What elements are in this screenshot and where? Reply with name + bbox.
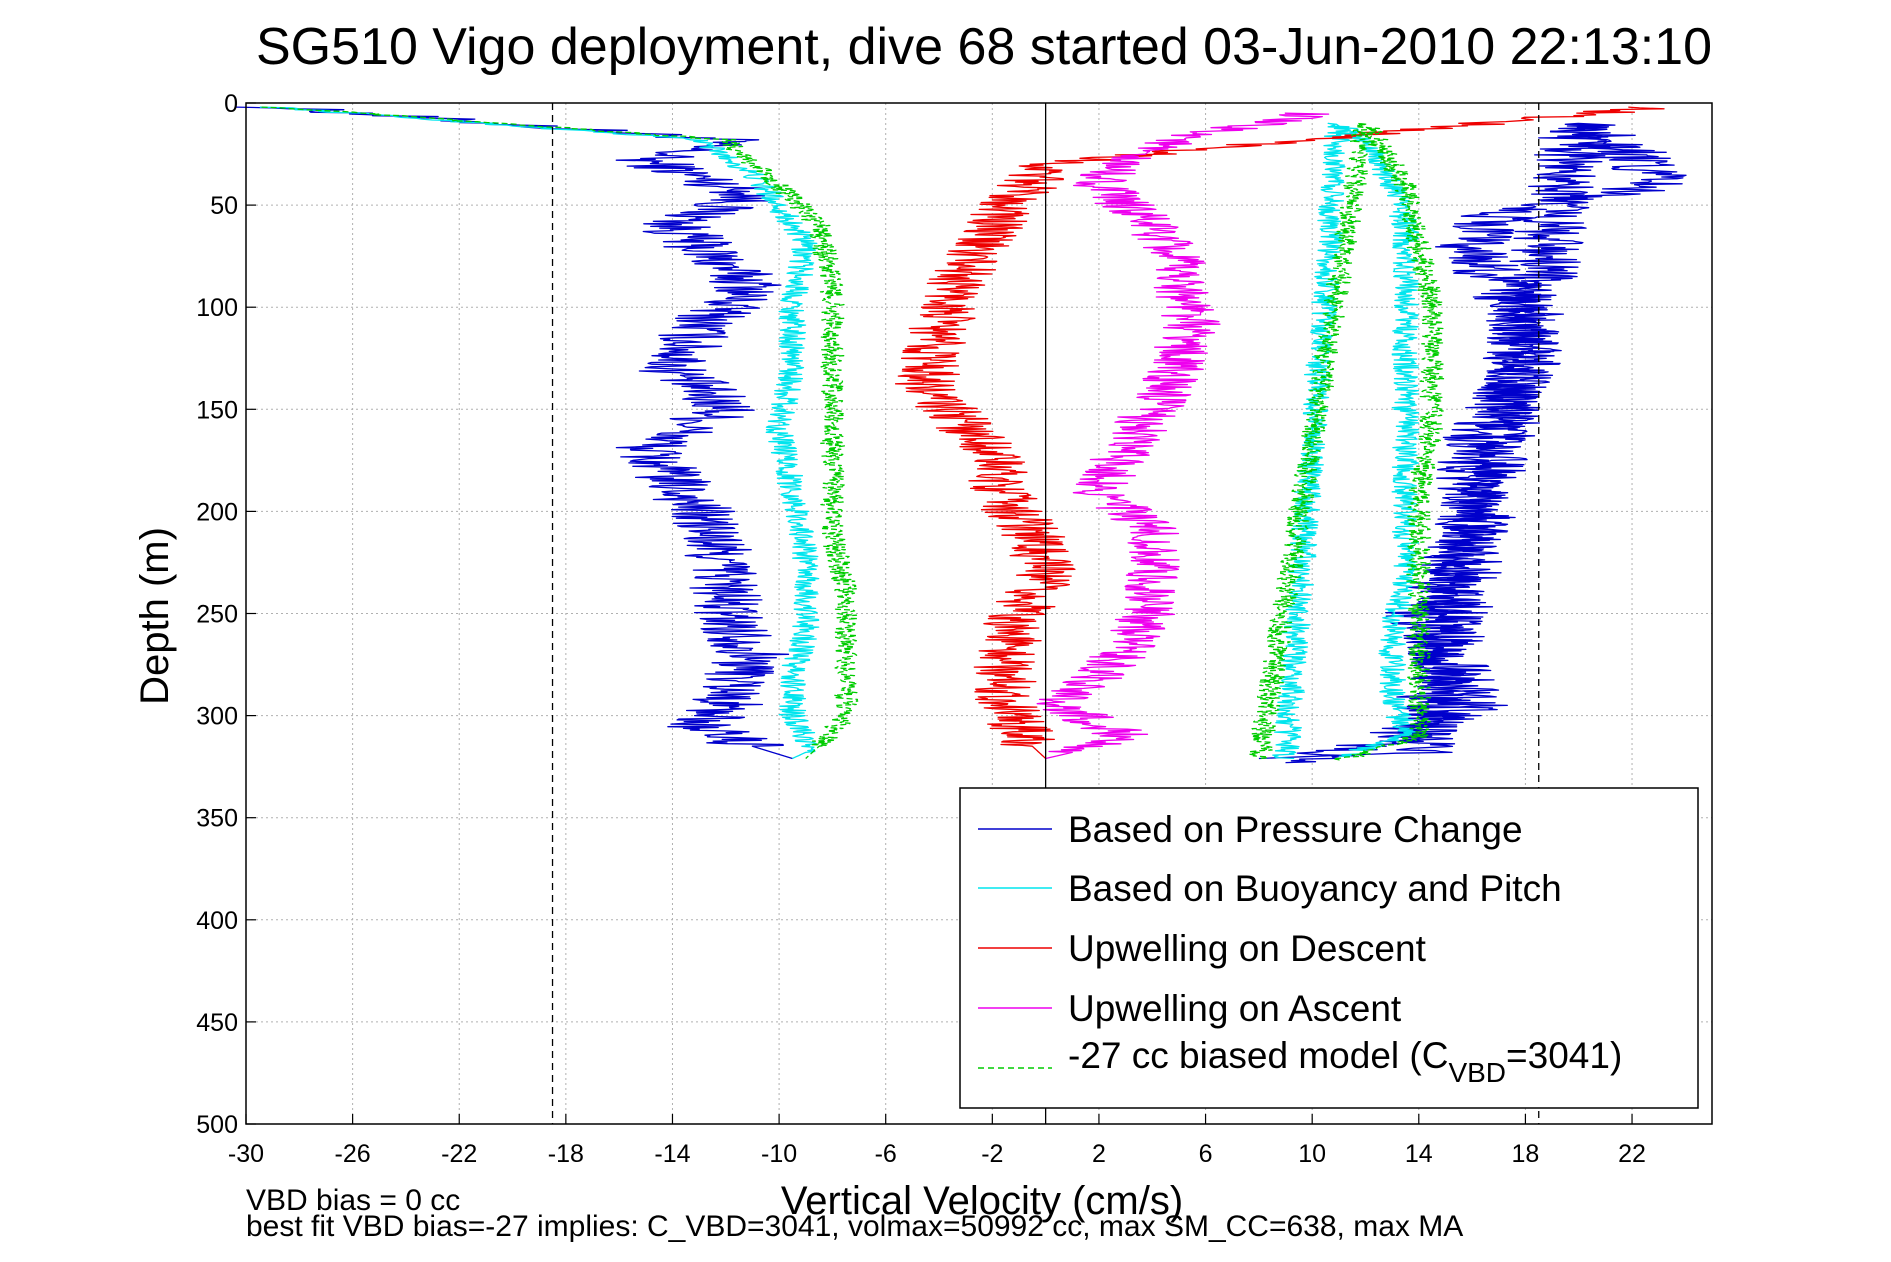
footer-line-2: best fit VBD bias=-27 implies: C_VBD=304… bbox=[246, 1210, 1463, 1243]
legend-label-upwelling-ascent: Upwelling on Ascent bbox=[1068, 988, 1402, 1029]
y-axis-label: Depth (m) bbox=[133, 527, 177, 705]
y-tick-label: 100 bbox=[196, 294, 238, 322]
legend-label-pressure-change: Based on Pressure Change bbox=[1068, 809, 1523, 850]
x-tick-label: -18 bbox=[548, 1140, 584, 1168]
series-3-line bbox=[894, 106, 1665, 759]
x-axis-label: Vertical Velocity (cm/s) bbox=[781, 1179, 1183, 1223]
x-tick-label: -10 bbox=[761, 1140, 797, 1168]
legend-label-biased-model: -27 cc biased model (CVBD=3041) bbox=[1068, 1035, 1622, 1088]
series-2-line bbox=[259, 106, 820, 760]
x-tick-label: -2 bbox=[981, 1140, 1003, 1168]
y-tick-label: 400 bbox=[196, 907, 238, 935]
x-tick-label: -14 bbox=[654, 1140, 690, 1168]
x-tick-label: 2 bbox=[1092, 1140, 1106, 1168]
y-tick-label: 50 bbox=[210, 192, 238, 220]
x-tick-label: 6 bbox=[1199, 1140, 1213, 1168]
y-tick-label: 500 bbox=[196, 1111, 238, 1139]
chart-title: SG510 Vigo deployment, dive 68 started 0… bbox=[256, 18, 1712, 76]
x-tick-label: -6 bbox=[875, 1140, 897, 1168]
y-tick-label: 300 bbox=[196, 703, 238, 731]
x-tick-label: -22 bbox=[441, 1140, 477, 1168]
series-5-line bbox=[261, 106, 859, 759]
legend-label-upwelling-descent: Upwelling on Descent bbox=[1068, 928, 1427, 969]
legend: Based on Pressure Change Based on Buoyan… bbox=[959, 787, 1699, 1109]
y-tick-label: 200 bbox=[196, 498, 238, 526]
x-tick-label: 18 bbox=[1512, 1140, 1540, 1168]
y-tick-label: 150 bbox=[196, 396, 238, 424]
x-tick-label: 22 bbox=[1618, 1140, 1646, 1168]
y-tick-label: 0 bbox=[224, 90, 238, 118]
series-5-line-ascent bbox=[1248, 122, 1445, 761]
footer-line-1: VBD bias = 0 cc bbox=[246, 1184, 460, 1217]
y-tick-label: 250 bbox=[196, 601, 238, 629]
x-tick-label: 14 bbox=[1405, 1140, 1433, 1168]
x-tick-label: -26 bbox=[335, 1140, 371, 1168]
series-1-line-ascent bbox=[1258, 122, 1687, 764]
series-1-line bbox=[236, 106, 793, 760]
series-4-line bbox=[1036, 112, 1330, 760]
legend-label-buoyancy-pitch: Based on Buoyancy and Pitch bbox=[1068, 868, 1562, 909]
y-tick-label: 350 bbox=[196, 805, 238, 833]
x-tick-label: -30 bbox=[228, 1140, 264, 1168]
legend-box bbox=[959, 787, 1699, 1109]
y-tick-label: 450 bbox=[196, 1009, 238, 1037]
x-tick-label: 10 bbox=[1298, 1140, 1326, 1168]
